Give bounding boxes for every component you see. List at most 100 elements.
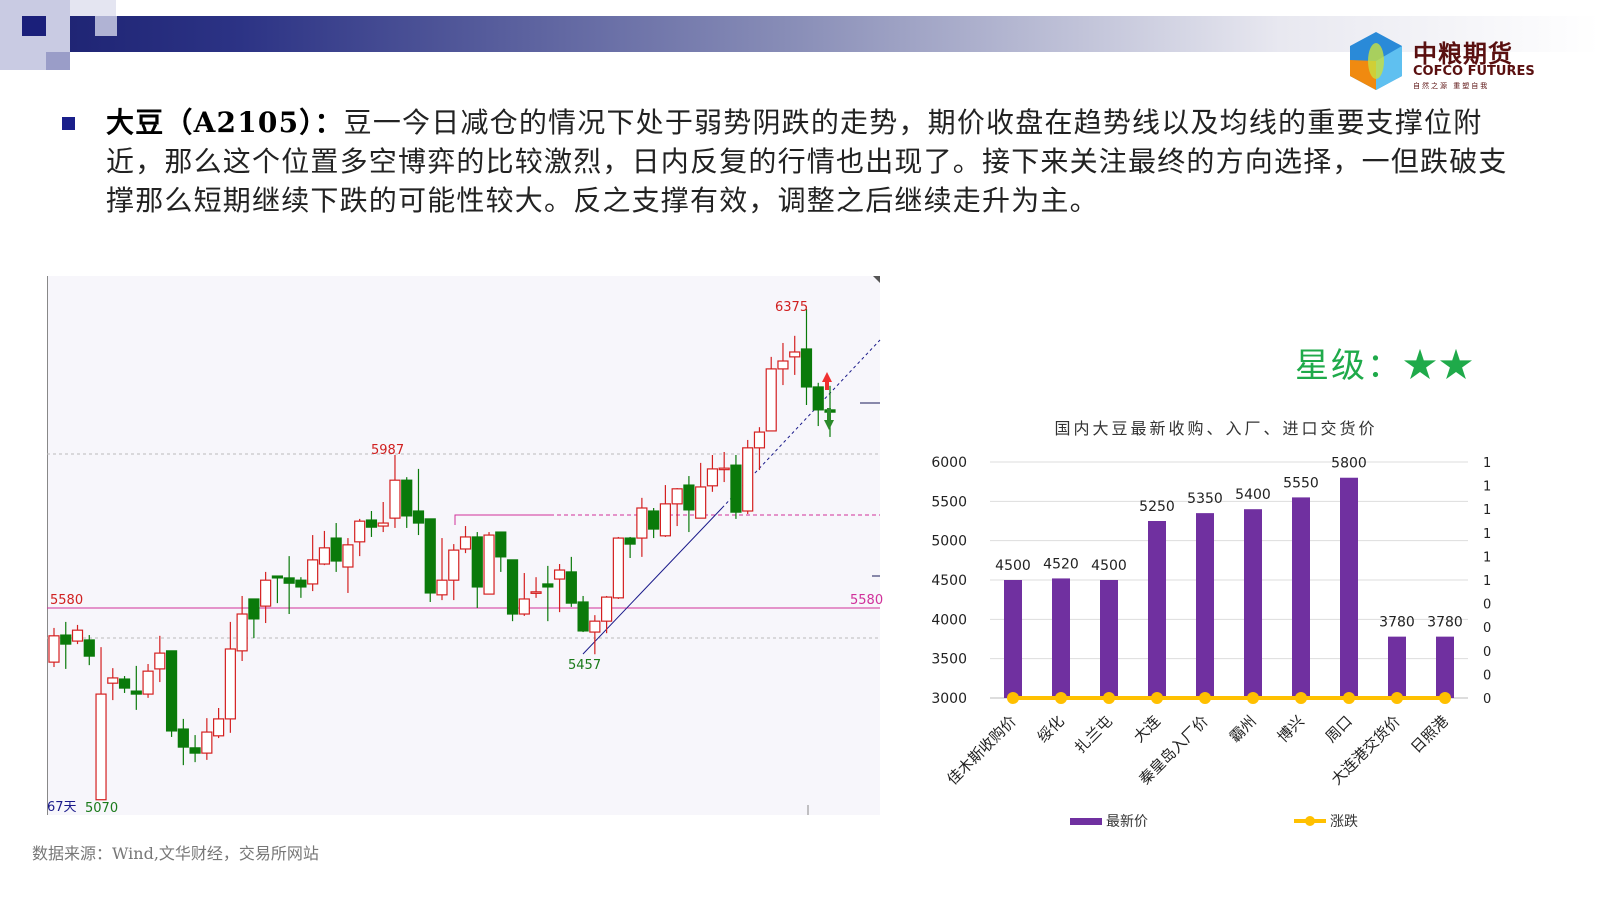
y2-tick-label: 1 [1483, 456, 1491, 471]
candle [506, 559, 519, 622]
y2-tick-label: 1 [1483, 503, 1491, 518]
candle [377, 501, 389, 533]
bar [1388, 636, 1406, 698]
y-tick-label: 3500 [931, 652, 967, 668]
x-tick-label: 大连 [1130, 712, 1164, 746]
candle-body [542, 583, 554, 588]
candle-body [530, 591, 542, 594]
y2-tick-label: 0 [1483, 692, 1491, 707]
decor-square [22, 16, 46, 36]
x-tick-label: 霸州 [1226, 712, 1260, 746]
x-tick-label: 周口 [1322, 712, 1356, 746]
candle [436, 538, 448, 601]
candle-body [589, 620, 601, 633]
candle [765, 356, 777, 432]
resistance-line [454, 514, 550, 525]
candle-body [107, 677, 119, 684]
candle-body [753, 431, 766, 449]
candle-body [365, 519, 378, 528]
high-label: 6375 [775, 300, 808, 315]
bar-value-label: 5350 [1187, 491, 1223, 507]
y-tick-label: 3000 [931, 691, 967, 707]
y-tick-label: 6000 [931, 455, 967, 471]
y2-tick-label: 1 [1483, 550, 1491, 565]
candle [248, 598, 260, 639]
candle [495, 531, 507, 572]
candle [165, 650, 178, 737]
candle [118, 676, 131, 693]
candle [706, 454, 719, 492]
y-tick-label: 5000 [931, 534, 967, 550]
candle [318, 530, 331, 566]
candle [730, 454, 742, 519]
y2-tick-label: 0 [1483, 668, 1491, 683]
arrow-down-icon [824, 408, 834, 430]
y2-tick-label: 1 [1483, 480, 1491, 495]
candle-body [177, 728, 189, 748]
change-marker [1247, 692, 1259, 704]
bar-value-label: 5400 [1235, 487, 1271, 503]
x-tick-label: 佳木斯收购价 [943, 712, 1019, 788]
bar [1292, 497, 1310, 698]
corner-marker [873, 276, 880, 283]
candle [283, 556, 295, 615]
candle-body [154, 652, 166, 670]
candle-body [518, 598, 530, 615]
mid-high-label: 5987 [371, 443, 404, 458]
candle-body [765, 368, 777, 432]
change-marker [1295, 692, 1307, 704]
legend-line-marker [1305, 816, 1315, 826]
candle [107, 668, 119, 701]
candle [577, 595, 589, 633]
candle [530, 577, 542, 598]
change-marker [1199, 692, 1211, 704]
candle-body [812, 386, 824, 411]
bullet-icon [62, 117, 75, 130]
y-tick-label: 4000 [931, 612, 967, 628]
candle-body [83, 639, 95, 657]
candle-body [236, 613, 248, 652]
data-source-note: 数据来源：Wind,文华财经，交易所网站 [32, 844, 319, 863]
candle-body [565, 571, 577, 604]
candle-body [577, 601, 589, 632]
candle-body [118, 678, 131, 689]
candle [48, 627, 60, 668]
bar-value-label: 3780 [1379, 615, 1415, 631]
candle-body [471, 536, 483, 588]
candle-body [354, 520, 366, 543]
candle-body [718, 467, 730, 471]
candle-body [483, 534, 495, 595]
candle-body [248, 598, 260, 620]
candle [601, 595, 613, 634]
y2-tick-label: 1 [1483, 574, 1491, 589]
candle [777, 342, 789, 386]
cofco-logo: 中粮期货 COFCO FUTURES 自然之源 重塑自我 [1345, 30, 1545, 92]
candle [589, 615, 601, 655]
change-marker [1391, 692, 1403, 704]
x-tick-label: 博兴 [1274, 712, 1308, 746]
y2-tick-label: 0 [1483, 621, 1491, 636]
candle-body [436, 579, 448, 596]
legend-label-change: 涨跌 [1330, 814, 1358, 830]
rating: 星级：★★ [1295, 338, 1475, 387]
candle-body [318, 547, 331, 565]
decor-square [70, 0, 116, 16]
candle-body [683, 484, 695, 511]
bar-value-label: 5250 [1139, 499, 1175, 515]
paragraph-text: 豆一今日减仓的情况下处于弱势阴跌的走势，期价收盘在趋势线以及均线的重要支撑位附近… [106, 106, 1508, 217]
candle [718, 451, 730, 483]
paragraph-title: 大豆（A2105）： [106, 106, 344, 139]
candle [330, 523, 342, 572]
candle-body [459, 536, 472, 550]
logo-text-cn: 中粮期货 [1413, 40, 1513, 68]
candle [71, 624, 84, 645]
candle-body [742, 447, 754, 512]
candle-body [800, 348, 813, 388]
candle [636, 497, 648, 557]
candle [459, 526, 472, 554]
candle [471, 532, 483, 608]
period-label: 67天 [47, 800, 77, 815]
y-tick-label: 5500 [931, 494, 967, 510]
candle-body [506, 559, 519, 615]
candle [177, 718, 189, 766]
